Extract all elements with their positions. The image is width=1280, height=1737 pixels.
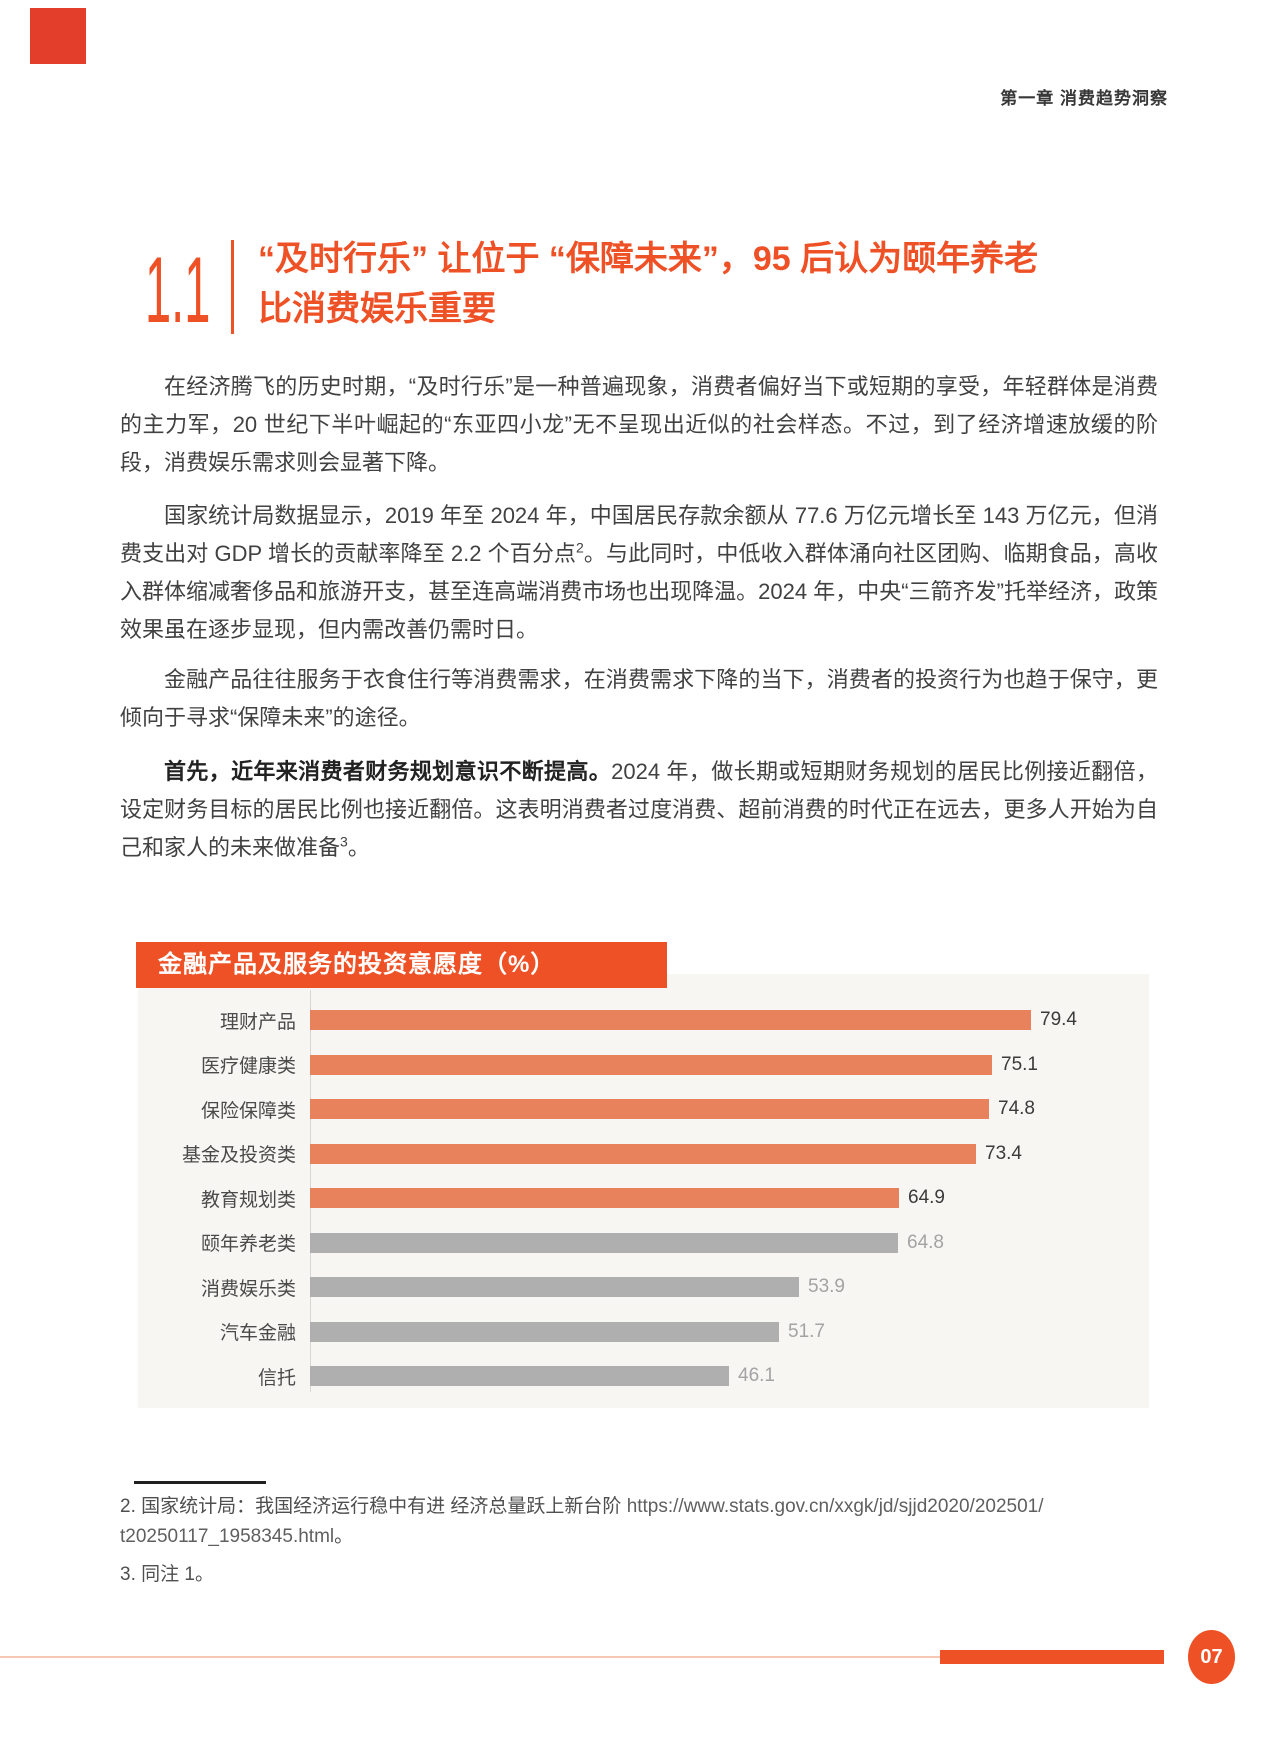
chart-category-label: 基金及投资类 [181, 1145, 296, 1167]
paragraph-4: 首先，近年来消费者财务规划意识不断提高。2024 年，做长期或短期财务规划的居民… [120, 753, 1158, 867]
chart-row: 保险保障类 74.8 [138, 1087, 1149, 1132]
footnote-divider [134, 1481, 266, 1484]
footer-rule-thin [0, 1656, 940, 1658]
page-number-badge: 07 [1188, 1630, 1235, 1684]
chart-category-label: 教育规划类 [200, 1189, 296, 1211]
chart-bar-muted [310, 1321, 779, 1342]
chart-category-label: 汽车金融 [219, 1323, 296, 1345]
chart-value-label: 64.9 [908, 1187, 945, 1209]
section-title: “及时行乐” 让位于 “保障未来”，95 后认为颐年养老 比消费娱乐重要 [258, 234, 1038, 334]
footnote-ref-2: 2 [576, 539, 584, 556]
chart-category-label: 保险保障类 [200, 1100, 296, 1122]
footnote-ref-3: 3 [340, 833, 348, 850]
section-title-line1: “及时行乐” 让位于 “保障未来”，95 后认为颐年养老 [258, 240, 1039, 278]
chart-bar-muted [310, 1366, 729, 1387]
section-title-line2: 比消费娱乐重要 [258, 290, 496, 328]
chart-title: 金融产品及服务的投资意愿度（%） [136, 942, 667, 988]
bar-chart: 理财产品 79.4 医疗健康类 75.1 保险保障类 74.8 基金及投资类 73.4 教育规划… [138, 974, 1149, 1408]
chart-row: 颐年养老类 64.8 [138, 1221, 1149, 1266]
chart-row: 医疗健康类 75.1 [138, 1043, 1149, 1088]
paragraph-2: 国家统计局数据显示，2019 年至 2024 年，中国居民存款余额从 77.6 … [120, 497, 1158, 649]
chart-row: 消费娱乐类 53.9 [138, 1265, 1149, 1310]
running-header: 第一章 消费趋势洞察 [1000, 89, 1168, 108]
chart-value-label: 75.1 [1001, 1053, 1038, 1075]
chart-value-label: 74.8 [998, 1098, 1035, 1120]
chart-bar-muted [310, 1232, 898, 1253]
paragraph-3: 金融产品往往服务于衣食住行等消费需求，在消费需求下降的当下，消费者的投资行为也趋… [120, 667, 1158, 730]
chart-value-label: 73.4 [985, 1142, 1022, 1164]
paragraph-4-lead: 首先，近年来消费者财务规划意识不断提高。 [164, 759, 612, 784]
chart-category-label: 消费娱乐类 [200, 1278, 296, 1300]
chart-row: 理财产品 79.4 [138, 998, 1149, 1043]
chart-row: 基金及投资类 73.4 [138, 1132, 1149, 1177]
footnote-2-url[interactable]: https://www.stats.gov.cn/xxgk/jd/sjjd202… [626, 1496, 1044, 1517]
chart-bar-muted [310, 1277, 799, 1298]
chart-row: 信托 46.1 [138, 1354, 1149, 1399]
chart-bar-highlight [310, 1143, 976, 1164]
chart-category-label: 医疗健康类 [200, 1056, 296, 1078]
chart-row: 教育规划类 64.9 [138, 1176, 1149, 1221]
chart-value-label: 53.9 [808, 1276, 845, 1298]
section-heading: 1.1 “及时行乐” 让位于 “保障未来”，95 后认为颐年养老 比消费娱乐重要 [145, 234, 1038, 342]
chart-bar-highlight [310, 1010, 1031, 1031]
paragraph-2-text: 国家统计局数据显示，2019 年至 2024 年，中国居民存款余额从 77.6 … [120, 503, 1158, 566]
chart-value-label: 46.1 [738, 1365, 775, 1387]
footnote-2-text: 2. 国家统计局：我国经济运行稳中有进 经济总量跃上新台阶 [120, 1496, 627, 1517]
section-number: 1.1 [145, 237, 211, 342]
corner-mark [30, 8, 86, 64]
footnote-2-tail: 。 [334, 1526, 354, 1547]
paragraph-2-text-cont: 。与此同时，中低收入群体涌向社区团购、临期食品，高收入群体缩减奢侈品和旅游开支，… [120, 541, 1158, 642]
chart-value-label: 79.4 [1040, 1009, 1077, 1031]
section-number-box: 1.1 [145, 237, 217, 342]
chart-bar-highlight [310, 1188, 899, 1209]
chart-value-label: 51.7 [788, 1320, 825, 1342]
chart-rows: 理财产品 79.4 医疗健康类 75.1 保险保障类 74.8 基金及投资类 73.4 教育规划… [138, 998, 1149, 1399]
chart-bar-highlight [310, 1099, 989, 1120]
section-divider [231, 240, 234, 334]
paragraph-4-text: 2024 年，做长期或短期财务规划的居民比例接近翻倍，设定财务目标的居民比例也接… [120, 759, 1158, 860]
chart-row: 汽车金融 51.7 [138, 1310, 1149, 1355]
footer-rule-thick [940, 1650, 1164, 1664]
chart-bar-highlight [310, 1054, 992, 1075]
footnote-3: 3. 同注 1。 [120, 1564, 214, 1585]
chart-category-label: 信托 [257, 1367, 296, 1389]
chart-value-label: 64.8 [907, 1231, 944, 1253]
paragraph-1: 在经济腾飞的历史时期，“及时行乐”是一种普遍现象，消费者偏好当下或短期的享受，年… [120, 374, 1158, 475]
chart-category-label: 理财产品 [219, 1011, 296, 1033]
footnote-2: 2. 国家统计局：我国经济运行稳中有进 经济总量跃上新台阶 https://ww… [120, 1492, 1160, 1552]
chart-category-label: 颐年养老类 [200, 1234, 296, 1256]
footnote-2-url-cont[interactable]: t20250117_1958345.html [120, 1526, 335, 1547]
paragraph-4-tail: 。 [347, 835, 370, 860]
